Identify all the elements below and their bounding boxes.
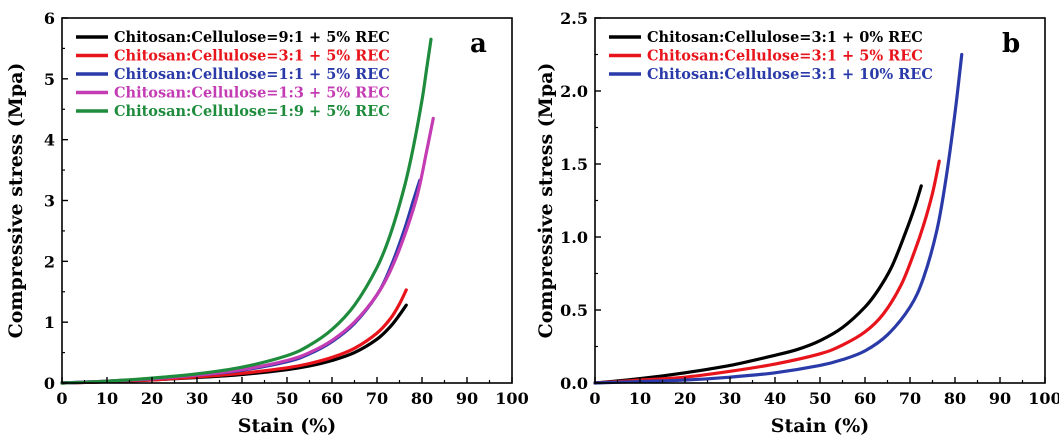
y-tick-label: 1.5 (560, 155, 588, 174)
x-tick-label: 20 (141, 389, 163, 408)
x-tick-label: 0 (56, 389, 67, 408)
y-tick-label: 0 (44, 374, 55, 393)
x-tick-label: 30 (186, 389, 208, 408)
x-axis-label: Stain (%) (771, 415, 870, 437)
x-tick-label: 80 (944, 389, 966, 408)
y-tick-label: 0.0 (560, 374, 588, 393)
x-tick-label: 10 (629, 389, 651, 408)
legend-label: Chitosan:Cellulose=3:1 + 5% REC (114, 48, 390, 65)
y-tick-label: 6 (44, 9, 55, 28)
y-tick-label: 2 (44, 252, 55, 271)
x-tick-label: 0 (589, 389, 600, 408)
legend-label: Chitosan:Cellulose=1:1 + 5% REC (114, 66, 390, 83)
x-tick-label: 50 (276, 389, 298, 408)
x-tick-label: 70 (899, 389, 921, 408)
x-tick-label: 10 (96, 389, 118, 408)
legend-label: Chitosan:Cellulose=1:9 + 5% REC (114, 103, 390, 120)
x-tick-label: 90 (989, 389, 1011, 408)
series-line-4 (60, 116, 435, 385)
x-tick-label: 30 (719, 389, 741, 408)
x-tick-label: 100 (1028, 389, 1059, 408)
y-tick-label: 0.5 (560, 301, 588, 320)
series-line-1 (593, 184, 923, 385)
legend-label: Chitosan:Cellulose=3:1 + 0% REC (647, 29, 923, 46)
y-tick-label: 5 (44, 70, 55, 89)
panel-letter: a (470, 29, 487, 59)
series-line-3 (593, 52, 964, 385)
legend-label: Chitosan:Cellulose=9:1 + 5% REC (114, 29, 390, 46)
y-tick-label: 2.0 (560, 82, 588, 101)
y-tick-label: 2.5 (560, 9, 588, 28)
legend-label: Chitosan:Cellulose=1:3 + 5% REC (114, 85, 390, 102)
x-tick-label: 80 (411, 389, 433, 408)
y-axis-label: Compressive stress (Mpa) (535, 63, 557, 339)
x-tick-label: 40 (764, 389, 786, 408)
y-axis-label: Compressive stress (Mpa) (5, 63, 27, 339)
legend-label: Chitosan:Cellulose=3:1 + 5% REC (647, 48, 923, 65)
y-tick-label: 4 (44, 131, 55, 150)
y-tick-label: 1.0 (560, 228, 588, 247)
x-tick-label: 60 (321, 389, 343, 408)
x-tick-label: 90 (456, 389, 478, 408)
x-tick-label: 40 (231, 389, 253, 408)
panel-letter: b (1002, 29, 1020, 59)
series-line-5 (60, 37, 433, 385)
panel-b: 0 10 20 30 40 50 60 70 80 90 100 0.0 0.5 1.0 1.5 2.0 2.5… (535, 9, 1059, 437)
y-tick-label: 3 (44, 192, 55, 211)
x-tick-label: 100 (495, 389, 528, 408)
x-tick-label: 60 (854, 389, 876, 408)
x-tick-label: 20 (674, 389, 696, 408)
x-tick-label: 50 (809, 389, 831, 408)
x-tick-label: 70 (366, 389, 388, 408)
panel-a: 0 10 20 30 40 50 60 70 80 90 100 0 1 2 3 4 5 6 Stain (%) Co… (5, 9, 529, 437)
x-axis-label: Stain (%) (238, 415, 337, 437)
series-line-3 (60, 178, 422, 385)
legend-label: Chitosan:Cellulose=3:1 + 10% REC (647, 66, 933, 83)
series-line-2 (593, 159, 941, 385)
y-tick-label: 1 (44, 313, 55, 332)
